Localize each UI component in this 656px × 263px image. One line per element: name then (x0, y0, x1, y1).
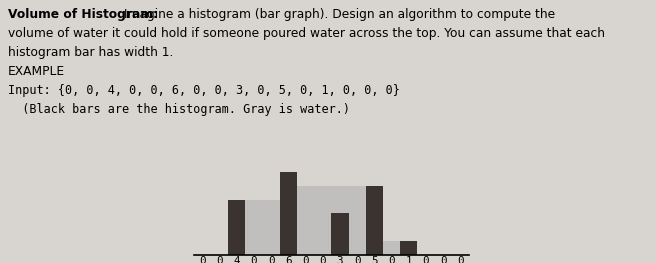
Text: (Black bars are the histogram. Gray is water.): (Black bars are the histogram. Gray is w… (8, 103, 350, 115)
Text: volume of water it could hold if someone poured water across the top. You can as: volume of water it could hold if someone… (8, 27, 605, 40)
Bar (366, 186, 383, 255)
Text: Volume of Histogram:: Volume of Histogram: (8, 8, 158, 21)
Text: Imagine a histogram (bar graph). Design an algorithm to compute the: Imagine a histogram (bar graph). Design … (120, 8, 555, 21)
Bar (262, 200, 279, 255)
Bar (331, 186, 348, 255)
Bar (348, 186, 366, 255)
Bar (297, 186, 314, 255)
Bar (383, 241, 400, 255)
Text: EXAMPLE: EXAMPLE (8, 65, 65, 78)
Text: histogram bar has width 1.: histogram bar has width 1. (8, 46, 173, 59)
Bar (279, 172, 297, 255)
Bar (245, 200, 262, 255)
Bar (331, 213, 348, 255)
Bar (400, 241, 417, 255)
Bar (314, 186, 331, 255)
Text: Input: {0, 0, 4, 0, 0, 6, 0, 0, 3, 0, 5, 0, 1, 0, 0, 0}: Input: {0, 0, 4, 0, 0, 6, 0, 0, 3, 0, 5,… (8, 84, 400, 97)
Bar (228, 200, 245, 255)
